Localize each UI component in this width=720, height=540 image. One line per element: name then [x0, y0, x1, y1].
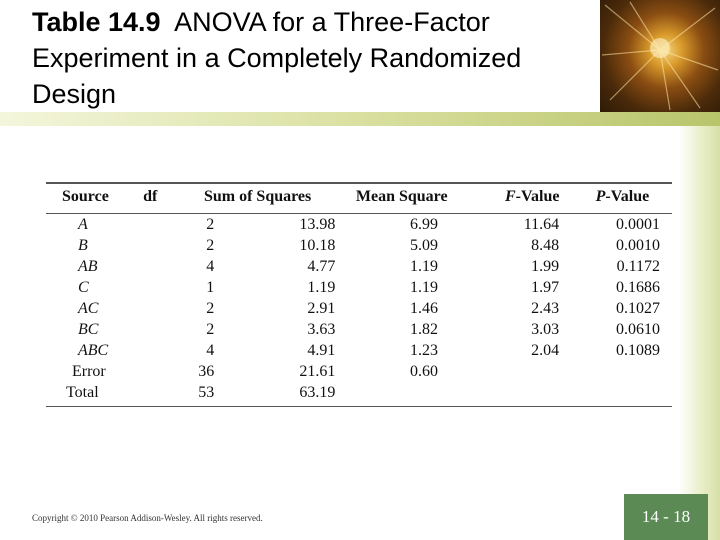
table-caption: ANOVA for a Three-Factor Experiment in a… [32, 7, 522, 109]
table-row-total: Total 53 63.19 [46, 382, 672, 403]
cell-f: 2.04 [531, 342, 560, 359]
table-number: Table 14.9 [32, 7, 161, 37]
cell-df: 2 [206, 237, 215, 254]
header-row: Source df Sum of Squares Mean Square F-V… [46, 184, 672, 210]
cell-source: ABC [78, 342, 109, 359]
header-f-value: F-Value [450, 184, 575, 210]
cell-ms: 1.19 [410, 279, 438, 296]
anova-table: Source df Sum of Squares Mean Square F-V… [46, 182, 672, 407]
cell-ms: 1.19 [410, 258, 438, 275]
cell-f: 1.99 [531, 258, 560, 275]
cell-ms: 1.46 [410, 300, 438, 317]
f-rest: -Value [515, 188, 560, 205]
cell-ss: 63.19 [299, 384, 336, 401]
cell-ss: 21.61 [299, 363, 336, 380]
cell-ss: 4.77 [307, 258, 336, 275]
header-p-value: P-Value [575, 184, 672, 210]
table-row: AC 2 2.91 1.46 2.43 0.1027 [46, 298, 672, 319]
p-letter: P [595, 188, 606, 205]
cell-ss: 2.91 [307, 300, 336, 317]
cell-df: 53 [198, 384, 215, 401]
cell-f: 2.43 [531, 300, 560, 317]
header-mean-square: Mean Square [355, 188, 448, 205]
cell-df: 36 [198, 363, 215, 380]
cell-p: 0.1027 [616, 300, 660, 317]
f-letter: F [504, 188, 516, 205]
cell-source: BC [78, 321, 99, 338]
cell-df: 4 [206, 258, 215, 275]
cell-ms: 6.99 [410, 216, 438, 233]
cell-ms: 1.23 [410, 342, 438, 359]
cell-p: 0.1686 [616, 279, 660, 296]
cell-f: 8.48 [531, 237, 560, 254]
table-row: A 2 13.98 6.99 11.64 0.0001 [46, 214, 672, 235]
table-row: BC 2 3.63 1.82 3.03 0.0610 [46, 319, 672, 340]
cell-source: C [78, 279, 89, 296]
cell-f: 3.03 [531, 321, 560, 338]
cell-source: Error [72, 363, 106, 380]
table-row: B 2 10.18 5.09 8.48 0.0010 [46, 235, 672, 256]
cell-f: 11.64 [523, 216, 560, 233]
cell-ss: 13.98 [299, 216, 336, 233]
cell-source: B [78, 237, 88, 254]
table-row: AB 4 4.77 1.19 1.99 0.1172 [46, 256, 672, 277]
table-row: C 1 1.19 1.19 1.97 0.1686 [46, 277, 672, 298]
cell-ss: 4.91 [307, 342, 336, 359]
cell-df: 4 [206, 342, 215, 359]
cell-source: A [78, 216, 88, 233]
cell-ss: 3.63 [307, 321, 336, 338]
cell-p: 0.0010 [616, 237, 660, 254]
cell-ms: 0.60 [410, 363, 438, 380]
cell-p [559, 361, 672, 382]
page-number: 14 - 18 [641, 507, 691, 526]
title-divider-bar [0, 112, 720, 126]
header-source: Source [62, 188, 109, 205]
slide-title: Table 14.9 ANOVA for a Three-Factor Expe… [32, 4, 592, 112]
cell-p: 0.1172 [616, 258, 660, 275]
cell-p: 0.0001 [616, 216, 660, 233]
top-rule [46, 182, 672, 184]
cell-df: 2 [206, 300, 215, 317]
cell-ss: 1.19 [307, 279, 336, 296]
header-sum-of-squares: Sum of Squares [203, 188, 312, 205]
bottom-rule [46, 406, 672, 407]
header-df: df [143, 188, 158, 205]
copyright-notice: Copyright © 2010 Pearson Addison-Wesley.… [32, 513, 263, 523]
page-number-badge: 14 - 18 [624, 494, 708, 540]
cell-df: 2 [206, 216, 215, 233]
cell-f [438, 382, 559, 403]
right-decorative-stripe [678, 126, 720, 540]
cell-ss: 10.18 [299, 237, 336, 254]
cell-source: AB [78, 258, 98, 275]
cell-p: 0.0610 [616, 321, 660, 338]
cell-ms: 1.82 [410, 321, 438, 338]
cell-ms: 5.09 [410, 237, 438, 254]
cell-source: Total [66, 384, 99, 401]
cell-source: AC [78, 300, 99, 317]
cell-df: 2 [206, 321, 215, 338]
header-rule [46, 213, 672, 214]
cell-df: 1 [206, 279, 215, 296]
table-row: ABC 4 4.91 1.23 2.04 0.1089 [46, 340, 672, 361]
cell-f: 1.97 [531, 279, 560, 296]
table-row: Error 36 21.61 0.60 [46, 361, 672, 382]
cell-p [559, 382, 672, 403]
cell-p: 0.1089 [616, 342, 660, 359]
cell-f [438, 361, 559, 382]
decorative-photo [600, 0, 720, 112]
p-rest: -Value [605, 188, 650, 205]
cell-ms [335, 382, 438, 403]
